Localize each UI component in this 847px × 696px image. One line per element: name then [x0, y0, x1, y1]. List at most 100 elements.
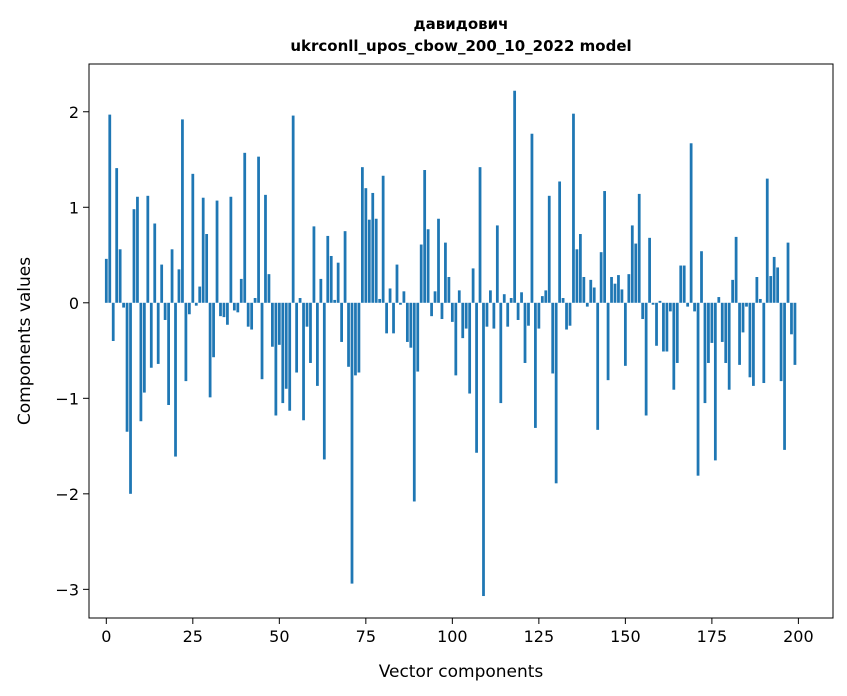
y-tick-label: −2	[55, 485, 79, 504]
bar-component-97	[440, 302, 444, 320]
bar-component-80	[381, 175, 385, 303]
bar-component-14	[153, 223, 157, 303]
bar-component-73	[357, 302, 361, 373]
bar-component-183	[738, 302, 741, 365]
bar-component-125	[537, 302, 541, 329]
bar-component-184	[741, 302, 745, 333]
bar-component-130	[554, 302, 558, 484]
bar-component-189	[758, 298, 762, 303]
bar-component-168	[686, 302, 690, 307]
bar-component-159	[655, 302, 658, 346]
bar-component-88	[409, 302, 413, 348]
bar-component-146	[610, 277, 613, 303]
plot-frame	[88, 63, 834, 619]
bar-component-18	[167, 302, 170, 405]
bar-component-76	[367, 219, 371, 303]
bar-component-176	[713, 302, 717, 461]
bar-component-53	[288, 302, 292, 411]
bar-component-141	[592, 287, 596, 303]
bar-component-5	[122, 302, 125, 308]
y-axis-label: Components values	[15, 257, 35, 425]
bar-component-122	[527, 302, 530, 326]
bar-component-160	[658, 300, 662, 303]
bar-component-48	[271, 302, 274, 347]
bar-component-124	[534, 302, 537, 428]
bar-component-19	[170, 249, 174, 303]
bar-component-45	[260, 302, 264, 380]
bar-component-55	[295, 302, 299, 373]
bar-component-0	[104, 258, 108, 303]
bar-component-65	[329, 255, 333, 303]
bar-component-61	[316, 302, 319, 386]
bar-component-147	[613, 283, 617, 303]
bar-component-66	[333, 299, 337, 303]
bar-component-15	[156, 302, 160, 364]
bar-component-102	[457, 290, 461, 303]
bar-component-87	[405, 302, 409, 342]
bar-component-51	[281, 302, 285, 404]
bar-component-83	[392, 302, 395, 334]
bar-component-100	[450, 302, 454, 322]
bar-component-28	[201, 197, 205, 303]
bar-component-156	[644, 302, 648, 416]
bar-component-171	[696, 302, 700, 476]
bar-component-187	[752, 302, 755, 386]
bar-component-198	[790, 302, 793, 335]
bar-component-115	[502, 294, 506, 303]
bar-component-152	[630, 225, 634, 303]
bar-component-175	[710, 302, 714, 343]
bar-component-94	[430, 302, 433, 317]
y-tick-label: 1	[69, 198, 79, 217]
bar-component-110	[485, 302, 489, 327]
bar-component-185	[745, 302, 748, 307]
bar-component-177	[717, 297, 721, 303]
bar-component-58	[305, 302, 309, 327]
y-axis-ticks: −3 −2 −1 0 1 2	[55, 103, 89, 599]
bar-component-25	[191, 173, 195, 303]
bar-component-109	[482, 302, 485, 597]
bar-component-13	[149, 302, 153, 368]
x-tick-label: 100	[437, 627, 468, 646]
bar-component-84	[395, 264, 399, 303]
bar-component-72	[354, 302, 357, 376]
bar-component-166	[679, 265, 683, 303]
y-tick-label: 0	[69, 294, 79, 313]
bar-component-178	[720, 302, 724, 342]
bar-component-148	[617, 275, 620, 303]
bar-component-35	[226, 302, 229, 325]
bar-component-81	[385, 302, 388, 334]
bar-component-136	[575, 249, 579, 303]
bar-component-170	[693, 302, 696, 312]
bar-component-129	[551, 302, 555, 374]
x-tick-label: 125	[524, 627, 555, 646]
bar-component-132	[561, 298, 565, 303]
bar-component-112	[492, 302, 496, 329]
bar-component-101	[454, 302, 458, 376]
bar-component-77	[371, 192, 375, 303]
x-axis-ticks: 0 25 50 75 100 125 150 175 200	[101, 618, 814, 646]
bar-component-137	[579, 234, 582, 303]
bar-component-145	[606, 302, 610, 381]
bar-component-67	[336, 262, 340, 303]
bar-component-82	[388, 288, 392, 303]
bar-component-34	[222, 302, 226, 318]
bar-component-114	[499, 302, 503, 404]
bar-component-17	[163, 302, 167, 320]
bar-component-153	[634, 243, 638, 303]
bar-component-50	[277, 302, 281, 345]
bar-component-167	[682, 265, 686, 303]
bar-component-23	[184, 302, 188, 382]
bar-component-180	[727, 302, 731, 390]
bar-component-105	[468, 302, 472, 394]
bar-component-103	[461, 302, 465, 339]
bar-component-2	[111, 302, 115, 341]
bar-component-121	[523, 302, 527, 363]
bar-component-24	[187, 302, 191, 315]
x-tick-label: 50	[269, 627, 289, 646]
bar-component-92	[423, 170, 427, 303]
bar-component-41	[246, 302, 250, 327]
x-tick-label: 25	[183, 627, 203, 646]
bar-component-140	[589, 279, 593, 303]
bar-component-54	[291, 115, 295, 303]
